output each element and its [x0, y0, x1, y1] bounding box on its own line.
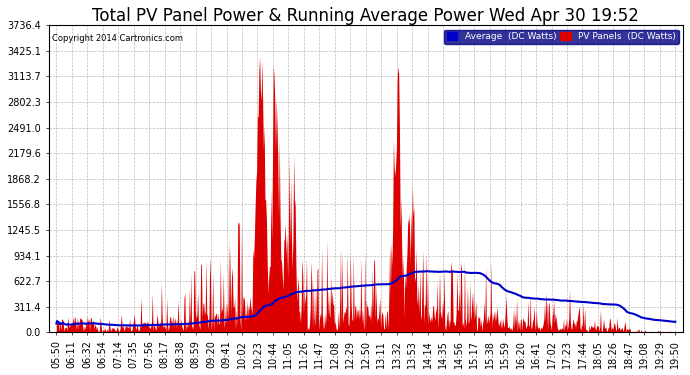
Text: Copyright 2014 Cartronics.com: Copyright 2014 Cartronics.com — [52, 34, 183, 44]
Legend: Average  (DC Watts), PV Panels  (DC Watts): Average (DC Watts), PV Panels (DC Watts) — [444, 30, 678, 44]
Title: Total PV Panel Power & Running Average Power Wed Apr 30 19:52: Total PV Panel Power & Running Average P… — [92, 7, 639, 25]
